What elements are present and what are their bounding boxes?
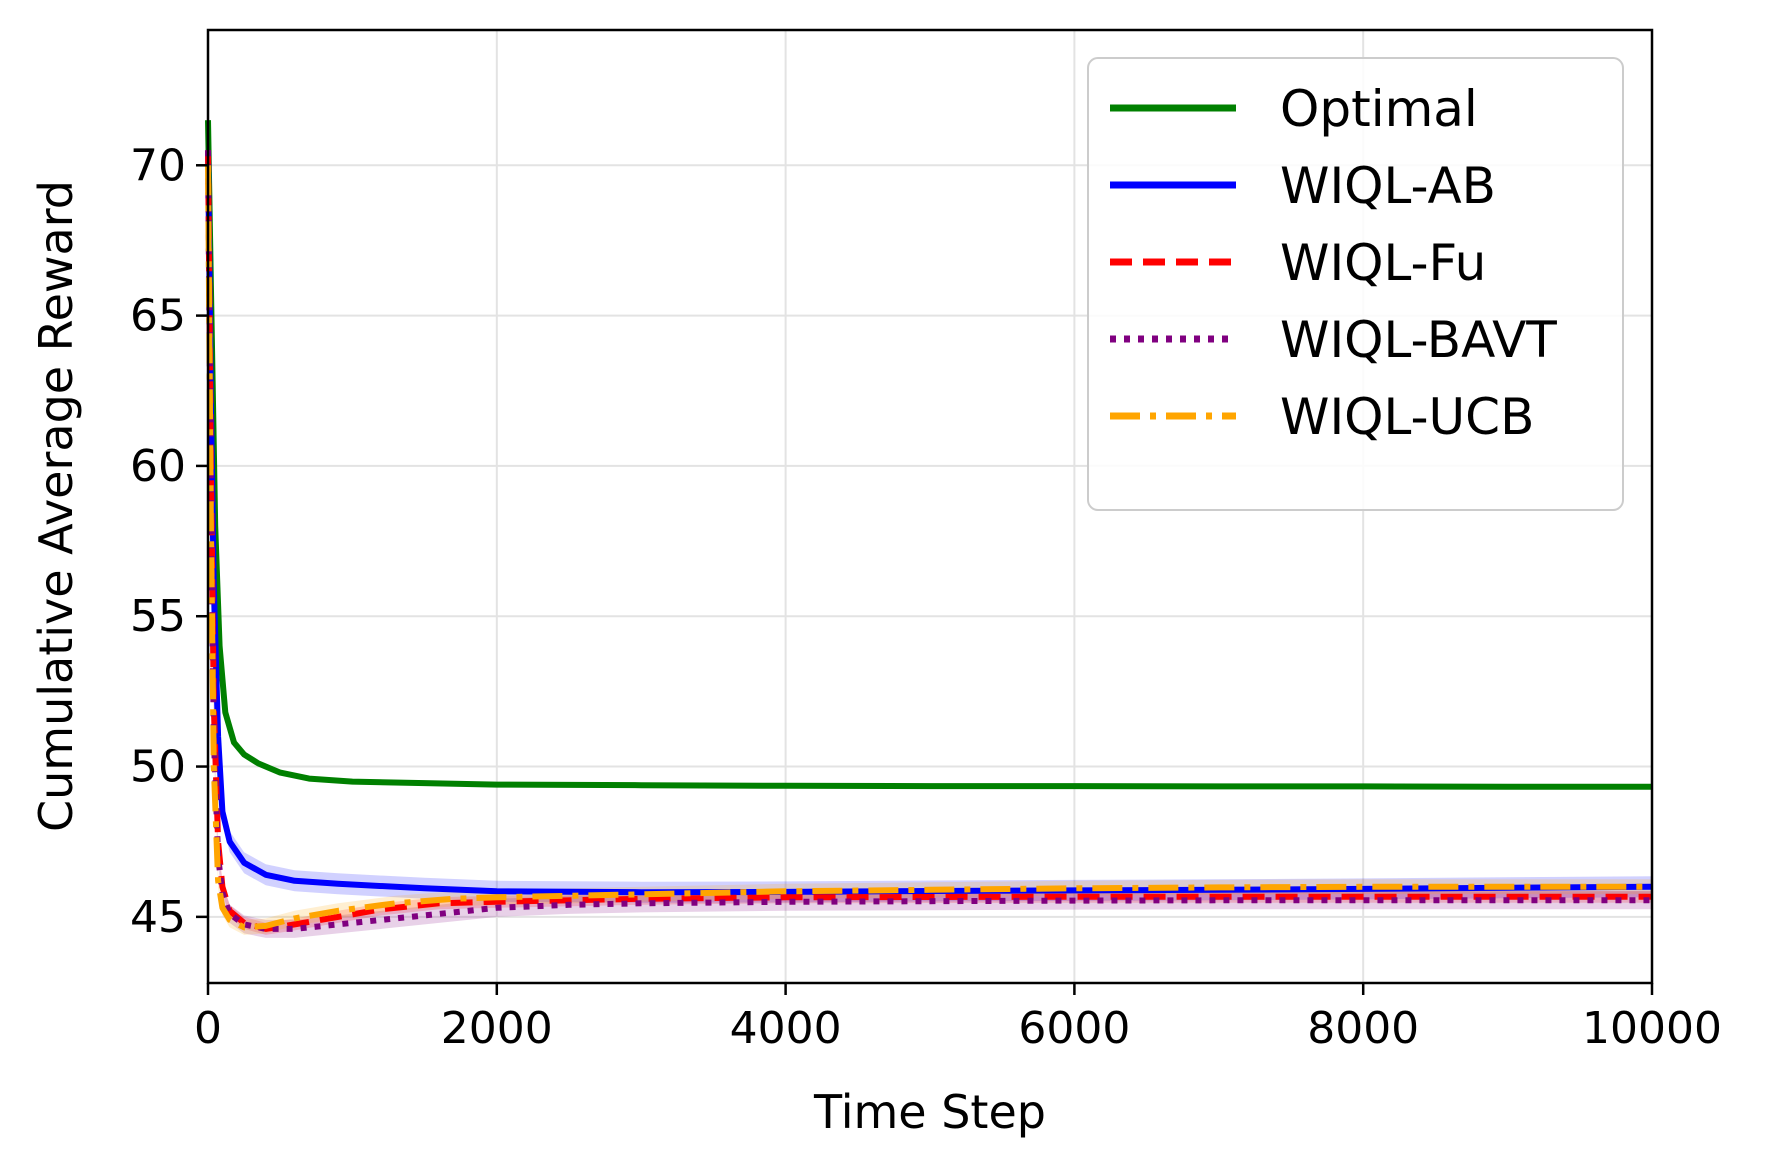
x-tick-label-4: 8000: [1307, 1003, 1419, 1054]
legend-box: [1087, 57, 1624, 511]
y-tick-label-1: 50: [130, 742, 186, 793]
y-tick-label-0: 45: [130, 892, 186, 943]
y-tick-label-2: 55: [130, 591, 186, 642]
series-line-wiql-ab: [205, 150, 1653, 896]
y-tick-label-3: 60: [130, 441, 186, 492]
x-axis-label: Time Step: [813, 1085, 1046, 1139]
x-tick-label-5: 10000: [1582, 1003, 1722, 1054]
x-tick-label-3: 6000: [1018, 1003, 1130, 1054]
legend-label-wiql-ucb: WIQL-UCB: [1280, 388, 1534, 446]
x-tick-label-1: 2000: [441, 1003, 553, 1054]
y-tick-label-4: 65: [130, 291, 186, 342]
legend: Optimal WIQL-AB WIQL-Fu WIQL-BAVT WIQL-UCB: [1087, 57, 1624, 511]
axis-ticks: 0 2000 4000 6000 8000 10000 45 50 55 60 65 70: [130, 140, 1722, 1054]
y-axis-label: Cumulative Average Reward: [29, 180, 83, 832]
legend-label-optimal: Optimal: [1280, 80, 1478, 138]
series-lines: [205, 120, 1653, 932]
legend-label-wiql-ab: WIQL-AB: [1280, 157, 1496, 215]
plot-frame: [206, 28, 1654, 985]
x-tick-label-0: 0: [194, 1003, 222, 1054]
legend-label-wiql-fu: WIQL-Fu: [1280, 234, 1486, 292]
series-line-wiql-ucb: [205, 165, 1652, 931]
y-tick-label-5: 70: [130, 140, 186, 191]
series-line-optimal: [205, 120, 1652, 790]
x-tick-label-2: 4000: [730, 1003, 842, 1054]
legend-label-wiql-bavt: WIQL-BAVT: [1280, 311, 1557, 369]
